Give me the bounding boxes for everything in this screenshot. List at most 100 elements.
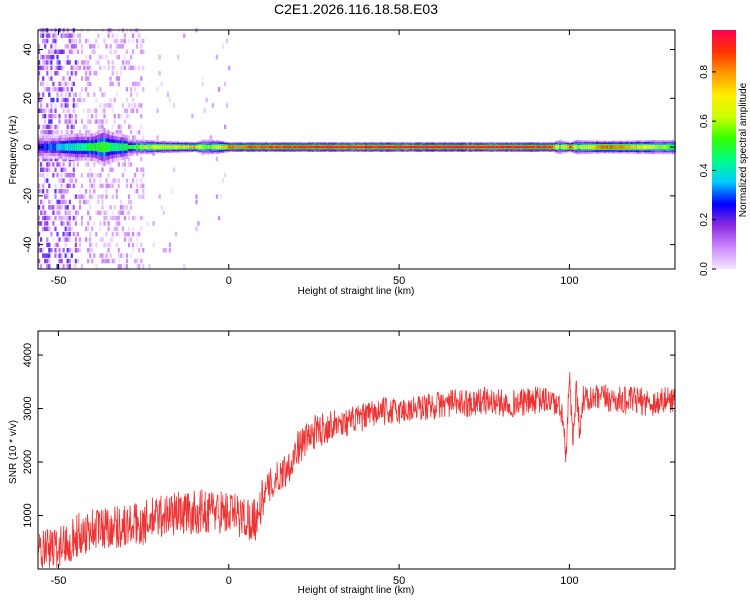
heatmap-cell (83, 65, 86, 71)
heatmap-cell (76, 162, 79, 167)
heatmap-cell (66, 231, 69, 237)
heatmap-cell (74, 183, 77, 189)
heatmap-cell (87, 237, 90, 242)
heatmap-cell (95, 71, 98, 76)
heatmap-cell (95, 38, 98, 44)
heatmap-cell (66, 124, 69, 130)
heatmap-cell (207, 145, 210, 150)
heatmap-cell (125, 253, 129, 258)
heatmap-cell (54, 215, 57, 221)
heatmap-cell (219, 194, 223, 199)
heatmap-cell (89, 119, 92, 124)
heatmap-cell (346, 145, 349, 149)
heatmap-cell (80, 215, 84, 221)
heatmap-cell (66, 253, 69, 258)
heatmap-cell (70, 113, 73, 119)
heatmap-cell (85, 124, 88, 130)
heatmap-cell (56, 65, 59, 71)
heatmap-cell (46, 178, 49, 183)
heatmap-cell (117, 162, 120, 167)
heatmap-cell (481, 145, 484, 149)
heatmap-cell (160, 145, 163, 149)
heatmap-cell (38, 248, 41, 253)
heatmap-cell (123, 167, 126, 172)
heatmap-cell (46, 103, 49, 108)
heatmap-cell (119, 143, 122, 151)
x-tick-label: 0 (226, 275, 232, 287)
heatmap-cell (428, 145, 431, 149)
heatmap-cell (350, 145, 353, 149)
heatmap-cell (320, 145, 323, 149)
heatmap-cell (121, 44, 124, 49)
heatmap-cell (91, 183, 94, 189)
heatmap-cell (80, 49, 84, 54)
heatmap-cell (150, 145, 153, 149)
heatmap-cell (66, 44, 69, 49)
heatmap-cell (85, 54, 88, 60)
heatmap-cell (138, 248, 141, 253)
heatmap-cell (115, 226, 118, 232)
heatmap-cell (68, 215, 71, 221)
heatmap-cell (44, 215, 47, 221)
heatmap-cell (450, 145, 454, 149)
heatmap-cell (101, 141, 104, 153)
heatmap-cell (115, 143, 118, 152)
heatmap-cell (266, 145, 270, 149)
heatmap-cell (162, 145, 165, 149)
heatmap-cell (74, 143, 77, 151)
heatmap-cell (463, 145, 466, 149)
heatmap-cell (146, 221, 149, 226)
heatmap-cell (430, 145, 433, 149)
heatmap-cell (146, 145, 149, 150)
heatmap-cell (573, 145, 576, 149)
heatmap-cell (328, 145, 331, 149)
heatmap-cell (246, 145, 249, 149)
heatmap-cell (85, 38, 88, 44)
heatmap-cell (46, 194, 49, 199)
heatmap-cell (113, 205, 116, 210)
heatmap-cell (89, 54, 92, 60)
heatmap-cell (424, 145, 427, 149)
heatmap-cell (142, 87, 145, 92)
heatmap-cell (130, 87, 133, 92)
heatmap-cell (134, 215, 137, 221)
heatmap-cell (68, 92, 71, 97)
heatmap-cell (132, 145, 135, 150)
heatmap-cell (132, 49, 135, 54)
heatmap-cell (119, 210, 122, 215)
heatmap-cell (58, 210, 61, 215)
heatmap-cell (136, 38, 139, 44)
heatmap-cell (54, 103, 57, 108)
heatmap-cell (38, 172, 41, 178)
heatmap-cell (111, 258, 114, 264)
heatmap-cell (76, 210, 79, 215)
heatmap-cell (132, 97, 135, 103)
colorbar-tick-label: 0.8 (699, 64, 710, 78)
heatmap-cell (183, 264, 186, 269)
heatmap-cell (360, 145, 364, 149)
heatmap-cell (659, 145, 662, 149)
heatmap-cell (134, 65, 137, 71)
heatmap-cell (78, 199, 82, 205)
heatmap-cell (76, 258, 79, 264)
heatmap-cell (97, 194, 100, 199)
heatmap-cell (142, 183, 145, 189)
heatmap-cell (103, 221, 106, 226)
heatmap-cell (64, 226, 67, 232)
heatmap-cell (85, 226, 88, 232)
heatmap-cell (101, 92, 104, 97)
heatmap-cell (48, 167, 51, 172)
heatmap-cell (101, 258, 104, 264)
heatmap-cell (66, 92, 69, 97)
heatmap-cell (56, 231, 59, 237)
heatmap-cell (72, 81, 75, 87)
heatmap-cell (123, 38, 126, 44)
heatmap-cell (99, 237, 102, 242)
x-tick-label: 100 (560, 575, 578, 587)
heatmap-cell (42, 65, 45, 71)
heatmap-cell (72, 183, 75, 189)
heatmap-cell (50, 71, 53, 76)
heatmap-cell (46, 54, 49, 60)
heatmap-cell (68, 237, 71, 242)
heatmap-cell (195, 199, 198, 205)
